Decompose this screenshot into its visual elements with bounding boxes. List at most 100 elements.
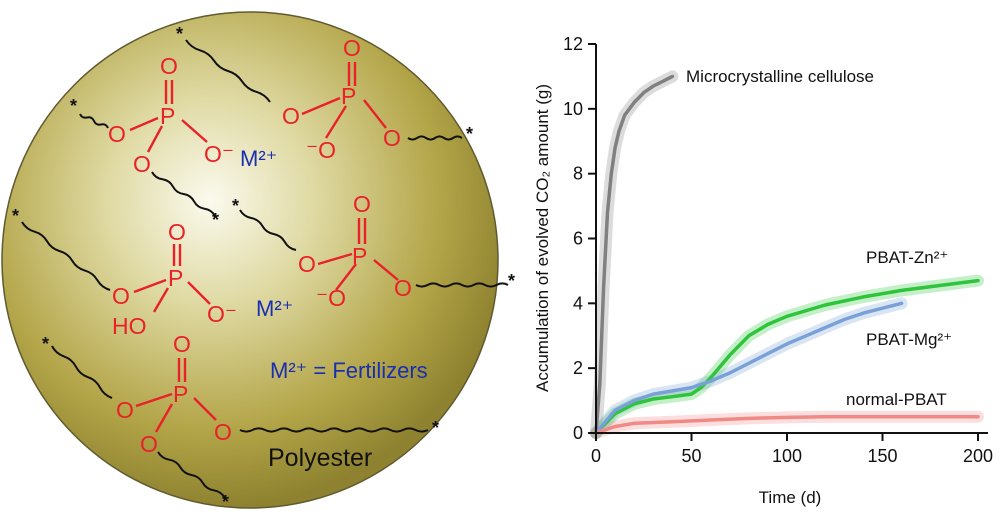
series-label-pbat-zn: PBAT-Zn²⁺ (866, 248, 948, 267)
atom-o-minus: O⁻ (207, 301, 237, 327)
atom-o: O (108, 121, 126, 147)
phosphate-group: O P O O⁻ HO (112, 219, 237, 339)
confidence-band-pbat-zn (590, 274, 984, 439)
atom-o: O (112, 283, 130, 309)
atom-o: O (173, 331, 191, 357)
series-line-normal-pbat (594, 415, 980, 435)
bond (324, 105, 348, 139)
chain-end-star: * (12, 206, 19, 226)
bond (181, 119, 208, 143)
atom-p: P (173, 381, 188, 407)
polymer-chain (185, 39, 271, 103)
polymer-chain (157, 451, 226, 499)
x-tick-label: 100 (772, 446, 802, 466)
polyester-label: Polyester (268, 444, 372, 472)
polymer-chains (21, 39, 509, 499)
atom-o-minus: O⁻ (204, 141, 234, 167)
series-label-pbat-mg: PBAT-Mg²⁺ (866, 330, 952, 349)
bond (133, 278, 167, 294)
x-tick-label: 200 (963, 446, 993, 466)
y-tick-label: 10 (563, 99, 583, 119)
x-axis-label: Time (d) (759, 488, 822, 507)
polyester-sphere-diagram: * * * * * * * * * * O P O O⁻ O (1, 11, 515, 512)
atom-o: O (160, 53, 178, 79)
atom-p: P (352, 243, 367, 269)
metal-ion-label: M²⁺ (256, 296, 293, 321)
bond (146, 125, 164, 153)
co2-evolution-chart: 0 2 4 6 8 10 12 0 50 100 150 200 Time (d) Accumula… (533, 34, 993, 507)
x-axis-ticks: 0 50 100 150 200 (591, 433, 993, 466)
chain-end-star: * (176, 24, 183, 44)
atom-o: O (343, 35, 361, 61)
y-tick-label: 8 (573, 164, 583, 184)
atom-o: O (394, 275, 412, 301)
atom-p: P (160, 103, 175, 129)
chain-ends: * * * * * * * * * * (12, 24, 515, 512)
metal-ion-label: M²⁺ (240, 146, 277, 171)
phosphate-group: O P O O ⁻O (298, 191, 412, 311)
atom-minus-o: ⁻O (306, 137, 336, 163)
bond (152, 287, 170, 313)
series-lines (594, 74, 980, 435)
chain-end-star: * (212, 210, 219, 230)
bond (187, 281, 211, 305)
polymer-chain (239, 209, 297, 251)
chain-end-star: * (508, 271, 515, 291)
x-tick-label: 0 (591, 446, 601, 466)
bond (135, 392, 173, 408)
y-tick-label: 6 (573, 229, 583, 249)
series-line-microcrystalline-cellulose (594, 74, 675, 435)
chain-end-star: * (222, 492, 229, 512)
polyester-sphere (1, 11, 499, 509)
phosphate-group: O P O O ⁻O (282, 35, 401, 163)
bond (363, 99, 387, 129)
y-tick-label: 12 (563, 34, 583, 54)
atom-ho: HO (112, 313, 147, 339)
atom-p: P (168, 265, 183, 291)
bond (335, 263, 357, 291)
atom-o: O (383, 125, 401, 151)
bond (301, 96, 341, 116)
bond (129, 116, 159, 132)
y-axis-label: Accumulation of evolved CO₂ amount (g) (533, 84, 552, 392)
polymer-chain (407, 135, 463, 141)
series-label-microcrystalline-cellulose: Microcrystalline cellulose (686, 67, 874, 86)
polymer-chain (151, 171, 216, 217)
atom-o: O (282, 103, 300, 129)
series-line-pbat-zn (594, 278, 980, 435)
bond (373, 259, 399, 281)
series-line-pbat-mg (594, 301, 904, 435)
chain-end-star: * (42, 334, 49, 354)
bond (154, 403, 174, 433)
confidence-band-normal-pbat (590, 410, 984, 439)
x-tick-label: 50 (681, 446, 701, 466)
y-tick-label: 2 (573, 358, 583, 378)
polymer-chain (51, 345, 113, 399)
bond (193, 397, 217, 421)
atom-o: O (214, 419, 232, 445)
y-tick-label: 0 (573, 423, 583, 443)
y-tick-label: 4 (573, 293, 583, 313)
atom-o: O (116, 397, 134, 423)
chain-end-star: * (70, 96, 77, 116)
chain-end-star: * (232, 196, 239, 216)
phosphate-group: O P O O⁻ O (108, 53, 234, 177)
fertilizer-legend: M²⁺ = Fertilizers (270, 358, 428, 383)
atom-o: O (298, 251, 316, 277)
atom-o: O (133, 151, 151, 177)
chart-axes (595, 44, 988, 434)
chain-end-star: * (466, 124, 473, 144)
y-axis-ticks: 0 2 4 6 8 10 12 (563, 34, 596, 443)
bond (317, 252, 353, 266)
polymer-chain (239, 427, 429, 433)
x-tick-label: 150 (867, 446, 897, 466)
atom-minus-o: ⁻O (316, 285, 346, 311)
confidence-band-microcrystalline-cellulose (590, 70, 679, 439)
atom-o: O (140, 431, 158, 457)
polymer-chain (79, 113, 109, 129)
atom-p: P (341, 83, 356, 109)
polymer-chain (415, 282, 509, 288)
polymer-chain (21, 221, 111, 291)
series-label-normal-pbat: normal-PBAT (846, 390, 947, 409)
